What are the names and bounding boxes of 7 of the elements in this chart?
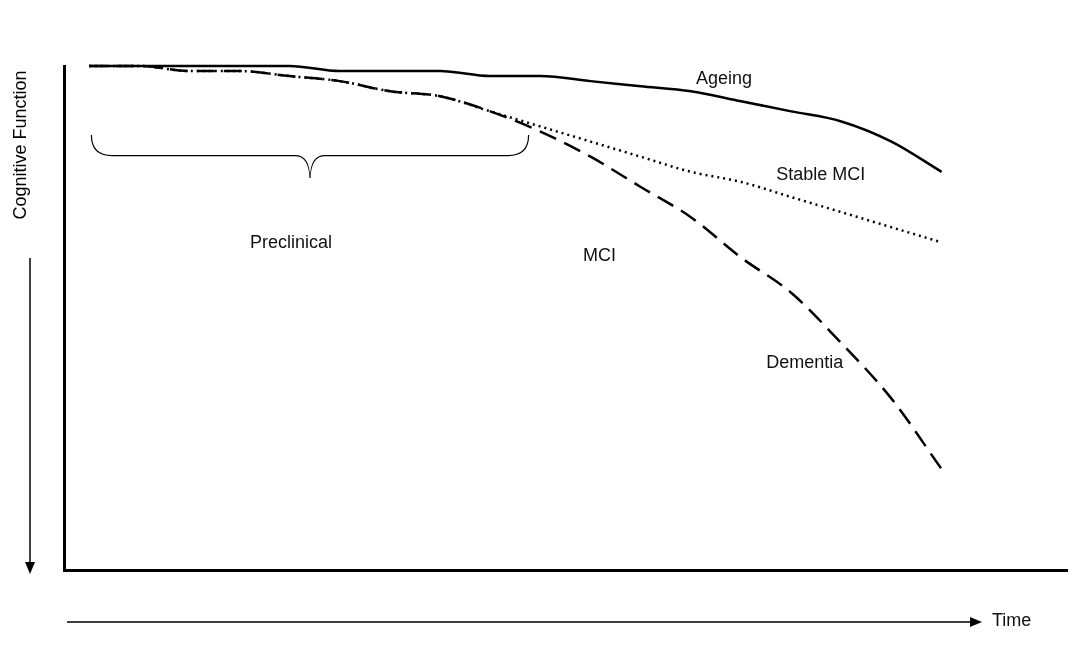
x-axis-title: Time xyxy=(992,610,1032,631)
series-label: Ageing xyxy=(696,68,753,89)
annotation: Preclinical xyxy=(250,232,333,253)
series-label: Stable MCI xyxy=(776,164,866,185)
series-label: Dementia xyxy=(766,351,845,372)
annotation: MCI xyxy=(583,245,616,266)
y-axis-title: Cognitive Function xyxy=(9,70,31,220)
